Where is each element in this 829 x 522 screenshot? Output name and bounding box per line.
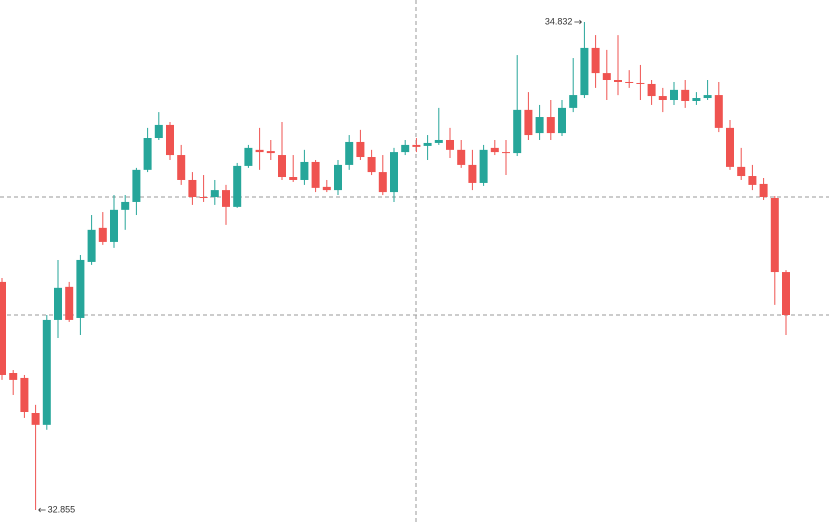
candle-body xyxy=(378,172,387,193)
candle-body xyxy=(580,47,589,96)
candle-body xyxy=(188,179,197,198)
candle-body xyxy=(647,83,656,97)
candle-body xyxy=(345,141,354,165)
candle-body xyxy=(278,155,286,178)
candle-body xyxy=(468,164,477,183)
candle-body xyxy=(490,147,499,153)
candle-body xyxy=(9,373,18,380)
candle-body xyxy=(244,147,253,166)
candle-body xyxy=(558,107,566,134)
candle-body xyxy=(401,144,410,153)
candle-body xyxy=(513,109,522,154)
candle-body xyxy=(759,183,768,198)
annotation-label: 32.855 xyxy=(48,504,76,514)
candle-body xyxy=(266,151,275,154)
candle-body xyxy=(636,82,645,84)
candle-body xyxy=(31,412,40,425)
candle-body xyxy=(782,272,790,315)
candle-body xyxy=(602,73,611,81)
candle-body xyxy=(199,197,208,199)
candle-body xyxy=(289,177,298,180)
candle-body xyxy=(98,227,107,242)
candle-body xyxy=(20,377,29,413)
candle-body xyxy=(670,89,678,101)
candle-body xyxy=(658,96,667,101)
candle-body xyxy=(446,139,454,150)
candle-body xyxy=(334,164,342,191)
candle-body xyxy=(390,152,398,193)
candle-body xyxy=(76,259,85,318)
candle-body xyxy=(737,166,746,177)
candle-body xyxy=(681,89,690,101)
candle-body xyxy=(222,190,230,207)
candle-body xyxy=(166,124,174,156)
candle-body xyxy=(356,141,365,158)
candle-body xyxy=(143,138,152,170)
candle-body xyxy=(233,165,242,207)
candle-body xyxy=(132,169,141,202)
candle-body xyxy=(614,80,622,82)
candle-body xyxy=(748,176,757,185)
candle-body xyxy=(54,287,62,320)
candle-body xyxy=(625,81,634,83)
candle-body xyxy=(726,127,734,167)
candle-body xyxy=(87,229,96,262)
candle-body xyxy=(535,117,544,134)
candle-body xyxy=(524,109,533,136)
candle-body xyxy=(311,161,320,188)
candle-body xyxy=(154,124,163,139)
candle-body xyxy=(457,149,466,165)
candle-body xyxy=(770,197,779,273)
annotation-arrow xyxy=(574,19,582,25)
candle-body xyxy=(434,139,443,143)
candle-body xyxy=(65,286,74,320)
candle-body xyxy=(177,155,186,180)
candle-body xyxy=(110,209,118,242)
candle-body xyxy=(479,149,488,183)
candle-body xyxy=(255,149,264,153)
candle-body xyxy=(121,201,130,210)
candle-body xyxy=(300,161,309,180)
annotation-arrow xyxy=(38,507,46,513)
candle-body xyxy=(0,281,6,375)
candle-body xyxy=(569,95,578,108)
annotation-label: 34.832 xyxy=(545,16,573,26)
candle-body xyxy=(546,117,555,134)
candle-body xyxy=(591,47,600,74)
candle-body xyxy=(714,95,723,128)
candle-body xyxy=(210,190,219,198)
candle-body xyxy=(412,144,421,147)
candle-body xyxy=(42,319,51,425)
candle-body xyxy=(367,157,376,173)
candle-body xyxy=(502,152,510,154)
candle-body xyxy=(322,186,331,191)
candle-body xyxy=(703,95,712,99)
candle-body xyxy=(692,98,701,101)
candle-body xyxy=(423,142,432,146)
